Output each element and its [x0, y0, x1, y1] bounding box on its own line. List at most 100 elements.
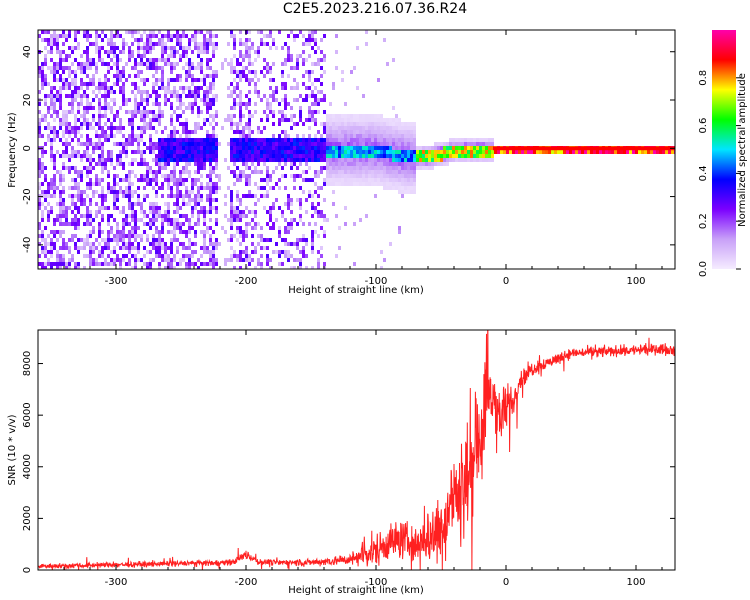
heatmap-cell	[161, 154, 164, 158]
heatmap-cell	[86, 122, 89, 126]
heatmap-cell	[134, 262, 137, 266]
heatmap-cell	[206, 42, 209, 46]
heatmap-cell	[134, 38, 137, 42]
heatmap-cell	[386, 166, 389, 170]
heatmap-cell	[77, 154, 80, 158]
heatmap-cell	[374, 162, 377, 166]
heatmap-cell	[44, 126, 47, 130]
heatmap-cell	[209, 166, 212, 170]
heatmap-cell	[224, 58, 227, 62]
heatmap-cell	[59, 194, 62, 198]
heatmap-cell	[281, 142, 284, 146]
heatmap-cell	[101, 202, 104, 206]
heatmap-cell	[230, 106, 233, 110]
heatmap-cell	[371, 138, 374, 142]
heatmap-cell	[281, 250, 284, 254]
heatmap-cell	[155, 70, 158, 74]
heatmap-cell	[386, 174, 389, 178]
heatmap-cell	[140, 134, 143, 138]
heatmap-cell	[182, 50, 185, 54]
heatmap-cell	[269, 30, 272, 34]
heatmap-cell	[104, 130, 107, 134]
heatmap-cell	[125, 234, 128, 238]
heatmap-cell	[188, 66, 191, 70]
heatmap-cell	[41, 78, 44, 82]
heatmap-cell	[155, 114, 158, 118]
heatmap-cell	[185, 186, 188, 190]
heatmap-cell	[86, 34, 89, 38]
heatmap-cell	[242, 158, 245, 162]
heatmap-cell	[230, 202, 233, 206]
heatmap-cell	[254, 266, 257, 269]
heatmap-cell	[200, 110, 203, 114]
heatmap-cell	[173, 166, 176, 170]
heatmap-cell	[53, 34, 56, 38]
heatmap-cell	[164, 138, 167, 142]
heatmap-y-tick-label: -20	[22, 188, 33, 204]
heatmap-cell	[482, 146, 485, 150]
heatmap-cell	[65, 266, 68, 269]
heatmap-cell	[185, 70, 188, 74]
heatmap-cell	[293, 186, 296, 190]
colorbar-tick-label: 0.8	[698, 70, 709, 86]
heatmap-cell	[152, 186, 155, 190]
heatmap-cell	[410, 142, 413, 146]
heatmap-cell	[224, 202, 227, 206]
heatmap-cell	[317, 154, 320, 158]
heatmap-cell	[119, 142, 122, 146]
heatmap-cell	[305, 178, 308, 182]
heatmap-cell	[368, 134, 371, 138]
heatmap-cell	[215, 98, 218, 102]
heatmap-cell	[320, 82, 323, 86]
heatmap-cell	[242, 74, 245, 78]
heatmap-cell	[170, 170, 173, 174]
heatmap-cell	[233, 182, 236, 186]
heatmap-cell	[155, 102, 158, 106]
heatmap-cell	[194, 170, 197, 174]
heatmap-cell	[263, 138, 266, 142]
heatmap-cell	[41, 214, 44, 218]
heatmap-cell	[302, 82, 305, 86]
heatmap-cell	[113, 134, 116, 138]
heatmap-cell	[302, 74, 305, 78]
heatmap-cell	[458, 150, 461, 154]
heatmap-cell	[314, 62, 317, 66]
heatmap-cell	[353, 150, 356, 154]
heatmap-cell	[50, 246, 53, 250]
heatmap-cell	[53, 246, 56, 250]
heatmap-cell	[212, 102, 215, 106]
heatmap-cell	[131, 134, 134, 138]
heatmap-cell	[272, 142, 275, 146]
heatmap-cell	[302, 250, 305, 254]
heatmap-cell	[239, 230, 242, 234]
heatmap-cell	[134, 66, 137, 70]
heatmap-cell	[140, 150, 143, 154]
heatmap-cell	[65, 130, 68, 134]
heatmap-cell	[143, 126, 146, 130]
heatmap-cell	[233, 158, 236, 162]
heatmap-cell	[356, 154, 359, 158]
heatmap-cell	[380, 126, 383, 130]
heatmap-cell	[215, 134, 218, 138]
heatmap-cell	[566, 150, 569, 154]
heatmap-cell	[92, 126, 95, 130]
heatmap-cell	[347, 170, 350, 174]
heatmap-cell	[242, 70, 245, 74]
heatmap-cell	[221, 226, 224, 230]
heatmap-cell	[200, 126, 203, 130]
heatmap-cell	[134, 190, 137, 194]
heatmap-cell	[239, 118, 242, 122]
heatmap-cell	[50, 142, 53, 146]
heatmap-cell	[431, 154, 434, 158]
heatmap-cell	[206, 250, 209, 254]
heatmap-cell	[305, 266, 308, 269]
heatmap-cell	[374, 126, 377, 130]
heatmap-cell	[179, 150, 182, 154]
heatmap-cell	[98, 106, 101, 110]
heatmap-cell	[41, 70, 44, 74]
heatmap-cell	[374, 154, 377, 158]
heatmap-cell	[161, 42, 164, 46]
heatmap-cell	[164, 126, 167, 130]
heatmap-cell	[332, 138, 335, 142]
